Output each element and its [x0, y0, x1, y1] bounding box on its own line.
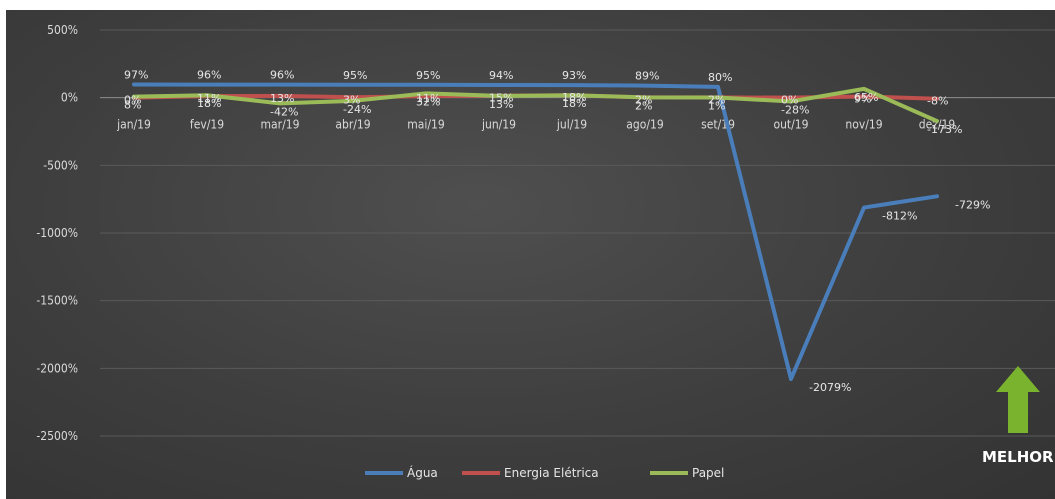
data-label: -812%: [882, 210, 917, 223]
data-label: 80%: [708, 71, 732, 84]
data-label: -28%: [781, 103, 809, 116]
x-tick-label: abr/19: [335, 118, 370, 132]
data-label: 9%: [854, 92, 871, 105]
series-line-2: [132, 86, 939, 124]
data-label: 0%: [781, 94, 798, 107]
x-tick-label: nov/19: [845, 118, 882, 132]
data-label: 95%: [343, 69, 367, 82]
x-tick-label: ago/19: [626, 118, 664, 132]
x-tick-label: fev/19: [190, 118, 224, 132]
x-tick-label: out/19: [773, 118, 808, 132]
data-label: 93%: [562, 69, 586, 82]
data-label: 18%: [562, 97, 586, 110]
data-label: 89%: [635, 70, 659, 83]
plot-area: [6, 10, 1055, 499]
data-label: 95%: [416, 69, 440, 82]
y-tick-label: -1000%: [36, 226, 78, 240]
y-tick-label: -2500%: [36, 429, 78, 443]
data-label: -729%: [955, 198, 990, 211]
x-tick-label: mai/19: [407, 118, 445, 132]
data-label: -24%: [343, 103, 371, 116]
y-tick-label: 0%: [61, 91, 78, 105]
data-label: -173%: [927, 123, 962, 136]
y-tick-label: -1500%: [36, 294, 78, 308]
up-arrow-icon: [996, 366, 1040, 433]
data-label: 11%: [197, 92, 221, 105]
data-label: 8%: [124, 99, 141, 112]
data-label: 94%: [489, 69, 513, 82]
data-label: 18%: [562, 91, 586, 104]
series-line-0: [132, 82, 939, 382]
data-label: 96%: [270, 69, 294, 82]
x-tick-label: dez/19: [919, 118, 956, 132]
legend-label: Água: [407, 465, 438, 480]
data-label: 18%: [197, 97, 221, 110]
data-label: 2%: [635, 93, 652, 106]
data-label: -42%: [270, 105, 298, 118]
x-tick-label: mar/19: [261, 118, 300, 132]
data-label: 1%: [708, 100, 725, 113]
data-label: 32%: [416, 95, 440, 108]
annotation-label: MELHOR: [982, 448, 1054, 466]
data-label: 96%: [197, 69, 221, 82]
x-tick-label: jul/19: [556, 118, 587, 132]
data-label: 13%: [270, 92, 294, 105]
data-label: 3%: [343, 93, 360, 106]
legend-label: Energia Elétrica: [504, 466, 599, 480]
data-label: 13%: [489, 98, 513, 111]
legend-label: Papel: [692, 466, 724, 480]
data-label: 2%: [635, 99, 652, 112]
data-label: -2079%: [809, 381, 851, 394]
data-label: -8%: [927, 95, 948, 108]
data-label: 97%: [124, 69, 148, 82]
y-tick-label: -2000%: [36, 361, 78, 375]
data-label: 65%: [854, 91, 878, 104]
x-tick-label: jan/19: [116, 118, 151, 132]
data-label: 0%: [124, 94, 141, 107]
x-tick-label: jun/19: [481, 118, 516, 132]
data-label: 2%: [708, 93, 725, 106]
y-tick-label: 500%: [47, 23, 78, 37]
y-tick-label: -500%: [43, 158, 78, 172]
data-label: 15%: [489, 92, 513, 105]
data-label: 11%: [416, 92, 440, 105]
